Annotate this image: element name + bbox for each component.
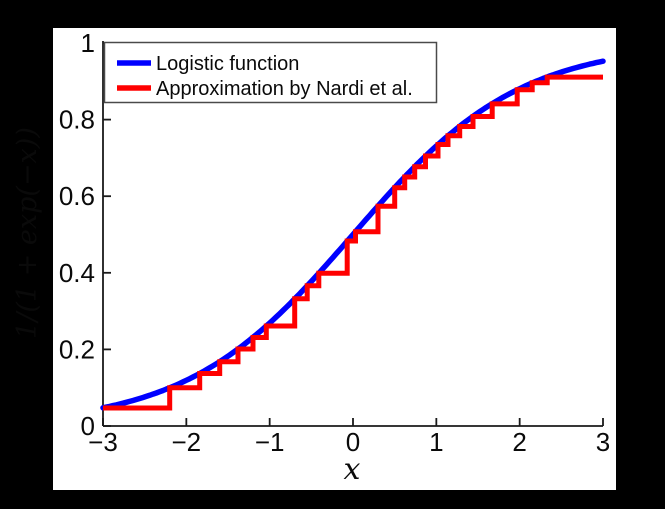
legend-box xyxy=(103,41,438,104)
legend-label-approximation: Approximation by Nardi et al. xyxy=(156,78,413,100)
x-tick-label: −2 xyxy=(172,427,202,457)
x-tick-label: 1 xyxy=(429,427,443,457)
y-tick-label: 0 xyxy=(81,411,95,441)
x-axis-label: x xyxy=(344,452,361,487)
y-tick-label: 0.6 xyxy=(59,181,95,211)
x-tick-labels: −3 −2 −1 0 1 2 3 xyxy=(88,427,610,457)
y-tick-label: 0.8 xyxy=(59,105,95,135)
x-ticks xyxy=(102,418,604,426)
y-axis-label: 1/(1 + exp(−x)) xyxy=(12,127,43,339)
y-tick-labels: 0 0.2 0.4 0.6 0.8 1 xyxy=(59,28,95,441)
y-tick-label: 0.4 xyxy=(59,258,95,288)
approximation-curve xyxy=(103,74,603,411)
y-tick-label: 0.2 xyxy=(59,334,95,364)
x-axis: −3 −2 −1 0 1 2 3 xyxy=(88,418,610,457)
legend: Logistic function Approximation by Nardi… xyxy=(103,41,438,104)
legend-label-logistic: Logistic function xyxy=(156,53,299,75)
x-tick-label: 2 xyxy=(512,427,526,457)
x-tick-label: 3 xyxy=(596,427,610,457)
x-tick-label: −3 xyxy=(88,427,118,457)
y-tick-label: 1 xyxy=(81,28,95,58)
x-tick-label: −1 xyxy=(255,427,285,457)
x-tick-label: 0 xyxy=(346,427,360,457)
